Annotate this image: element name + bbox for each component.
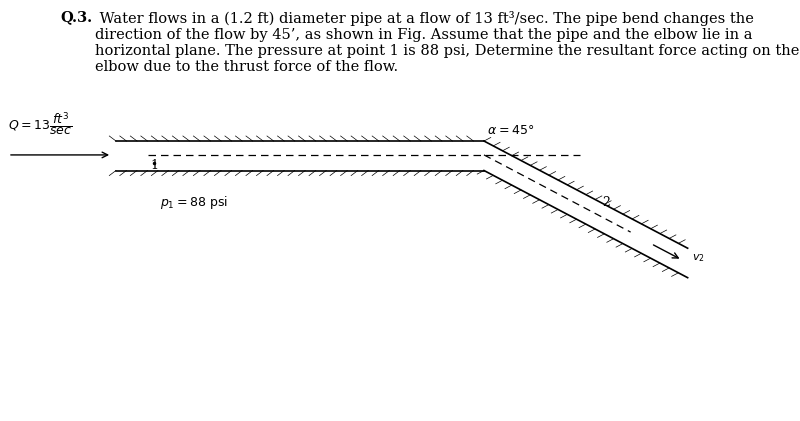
Text: 1: 1 (150, 159, 158, 172)
Text: Q.3.: Q.3. (60, 11, 92, 24)
Text: $\!\alpha = 45°$: $\!\alpha = 45°$ (488, 124, 534, 137)
Text: $p_1 = 88\ \rm{psi}$: $p_1 = 88\ \rm{psi}$ (160, 194, 228, 210)
Text: 2: 2 (602, 196, 610, 209)
Text: $v_2$: $v_2$ (692, 252, 705, 264)
Text: Water flows in a (1.2 ft) diameter pipe at a flow of 13 ft³/sec. The pipe bend c: Water flows in a (1.2 ft) diameter pipe … (95, 11, 799, 74)
Text: $Q = 13\dfrac{ft^3}{sec}$: $Q = 13\dfrac{ft^3}{sec}$ (8, 110, 72, 138)
